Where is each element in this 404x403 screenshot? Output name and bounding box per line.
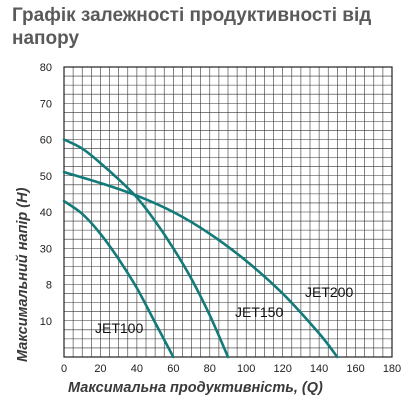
series-label-jet150: JET150 — [235, 304, 283, 320]
chart-title: Графік залежності продуктивності від нап… — [12, 5, 372, 49]
x-axis-label: Максимальна продуктивність, (Q) — [68, 380, 323, 396]
y-tick-label: 40 — [40, 207, 52, 219]
x-tick-label: 80 — [204, 363, 216, 375]
y-tick-label: 10 — [40, 316, 52, 328]
y-tick-label: 60 — [40, 135, 52, 147]
x-tick-labels: 0 20 40 60 80 100 120 140 160 180 — [61, 363, 401, 375]
x-tick-label: 140 — [310, 363, 328, 375]
series-line-jet100 — [62, 199, 175, 359]
series-labels: JET100 JET150 JET200 — [95, 284, 353, 336]
x-tick-label: 20 — [94, 363, 106, 375]
y-tick-label: 50 — [40, 171, 52, 183]
y-tick-label: 70 — [40, 98, 52, 110]
series-lines — [62, 138, 339, 359]
y-tick-label: 80 — [40, 62, 52, 74]
series-line-jet150 — [62, 138, 230, 359]
y-axis-label: Максимальний напір (Н) — [15, 187, 31, 362]
series-label-jet100: JET100 — [95, 320, 143, 336]
x-tick-label: 40 — [131, 363, 143, 375]
y-tick-label: 30 — [40, 243, 52, 255]
y-tick-labels: 10 8 30 40 50 60 70 80 — [40, 62, 52, 328]
x-tick-label: 120 — [273, 363, 291, 375]
x-tick-label: 0 — [61, 363, 67, 375]
y-tick-label: 8 — [46, 280, 52, 292]
series-label-jet200: JET200 — [305, 284, 353, 300]
x-tick-label: 100 — [237, 363, 255, 375]
x-tick-label: 180 — [383, 363, 401, 375]
x-tick-label: 160 — [346, 363, 364, 375]
x-tick-label: 60 — [167, 363, 179, 375]
series-line-jet200 — [62, 170, 339, 359]
grid — [64, 67, 392, 357]
